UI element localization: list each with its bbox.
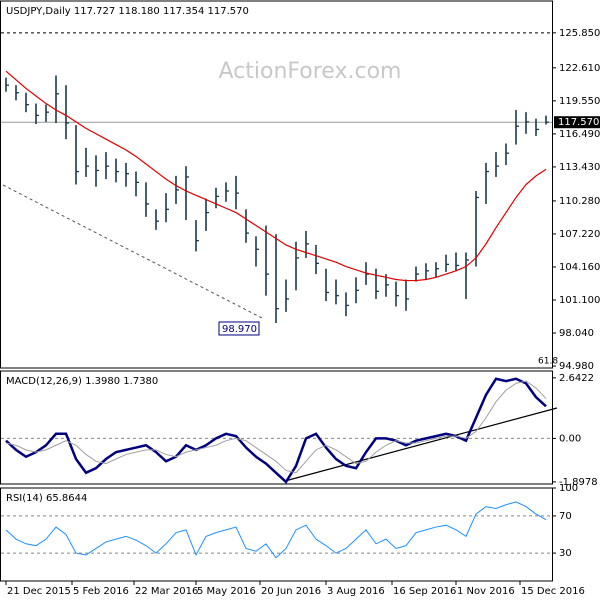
panel-title: MACD(12,26,9) 1.3980 1.7380: [6, 376, 158, 387]
annotation: 61.8: [538, 357, 558, 367]
y-tick-label: 119.550: [559, 96, 600, 107]
current-price-label: 117.570: [558, 117, 599, 128]
y-tick-label: 100: [559, 483, 578, 494]
panel-title: RSI(14) 65.8644: [6, 493, 87, 504]
y-tick-label: 98.040: [559, 328, 594, 339]
y-tick-label: 110.280: [559, 196, 600, 207]
y-tick-label: 113.430: [559, 162, 600, 173]
y-tick-label: 70: [559, 511, 572, 522]
current-price-box: [554, 116, 600, 129]
series-line: [5, 380, 547, 474]
y-tick-label: 107.220: [559, 229, 600, 240]
panel-frame: [0, 370, 553, 485]
y-tick-label: 30: [559, 548, 572, 559]
y-tick-label: 122.610: [559, 63, 600, 74]
low-label-box: [218, 321, 260, 336]
y-tick-label: 125.850: [559, 28, 600, 39]
y-tick-label: 0.00: [559, 433, 581, 444]
y-tick-label: 104.160: [559, 262, 600, 273]
y-tick-label: 2.6422: [559, 373, 594, 384]
panel-frame: [0, 487, 553, 582]
x-tick-label: 16 Sep 2016: [393, 586, 456, 597]
y-tick-label: 94.980: [559, 361, 594, 372]
x-tick-label: 22 Mar 2016: [135, 586, 198, 597]
x-tick-label: 21 Dec 2015: [7, 586, 71, 597]
price-trendline: [2, 184, 263, 319]
x-tick-label: 15 Dec 2016: [521, 586, 585, 597]
x-tick-label: 1 Nov 2016: [457, 586, 515, 597]
x-tick-label: 5 Feb 2016: [73, 586, 129, 597]
series-line: [5, 501, 547, 559]
low-label: 98.970: [222, 324, 257, 335]
y-tick-label: -1.8978: [559, 477, 598, 488]
x-tick-label: 5 May 2016: [197, 586, 256, 597]
x-tick-label: 20 Jun 2016: [261, 586, 321, 597]
panel-title: USDJPY,Daily 117.727 118.180 117.354 117…: [6, 6, 249, 17]
watermark: ActionForex.com: [219, 59, 402, 84]
y-tick-label: 116.490: [559, 129, 600, 140]
y-tick-label: 101.100: [559, 295, 600, 306]
x-tick-label: 3 Aug 2016: [327, 586, 385, 597]
series-line: [5, 70, 547, 282]
panel-frame: [0, 0, 553, 369]
macd-trendline: [284, 407, 558, 482]
